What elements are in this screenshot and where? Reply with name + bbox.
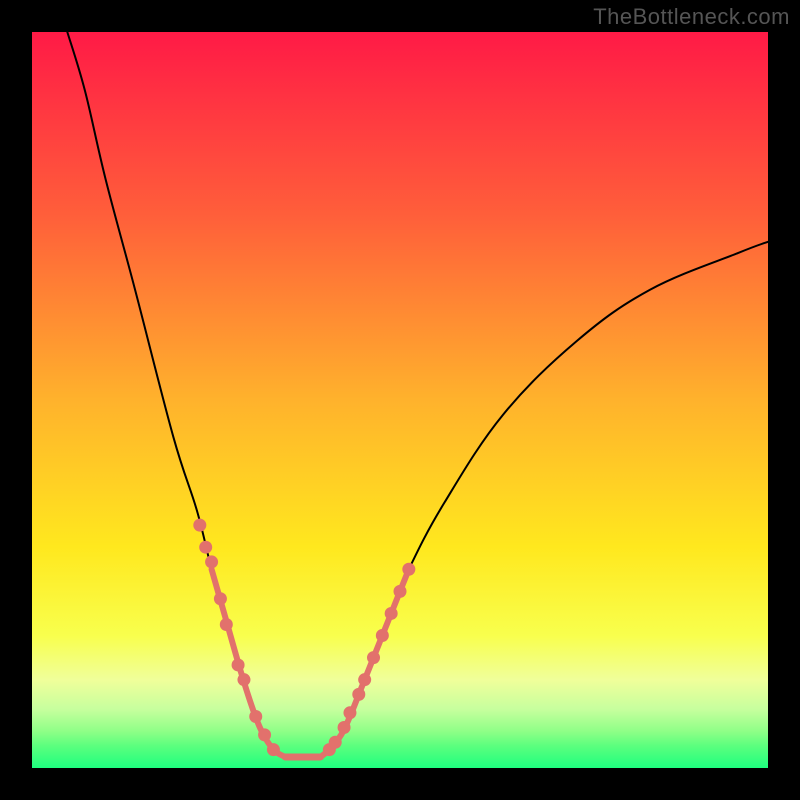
marker-right [352, 688, 365, 701]
marker-left [220, 618, 233, 631]
marker-left [249, 710, 262, 723]
marker-right [358, 673, 371, 686]
marker-left [232, 658, 245, 671]
watermark-label: TheBottleneck.com [593, 4, 790, 30]
chart-root: TheBottleneck.com [0, 0, 800, 800]
marker-right [343, 706, 356, 719]
marker-right [385, 607, 398, 620]
marker-left [199, 541, 212, 554]
marker-right [338, 721, 351, 734]
marker-left [237, 673, 250, 686]
marker-right [367, 651, 380, 664]
marker-left [258, 728, 271, 741]
marker-left [267, 743, 280, 756]
marker-right [329, 736, 342, 749]
marker-left [205, 555, 218, 568]
marker-right [376, 629, 389, 642]
marker-right [402, 563, 415, 576]
marker-left [214, 592, 227, 605]
marker-left [193, 519, 206, 532]
marker-right [394, 585, 407, 598]
bottleneck-chart [0, 0, 800, 800]
